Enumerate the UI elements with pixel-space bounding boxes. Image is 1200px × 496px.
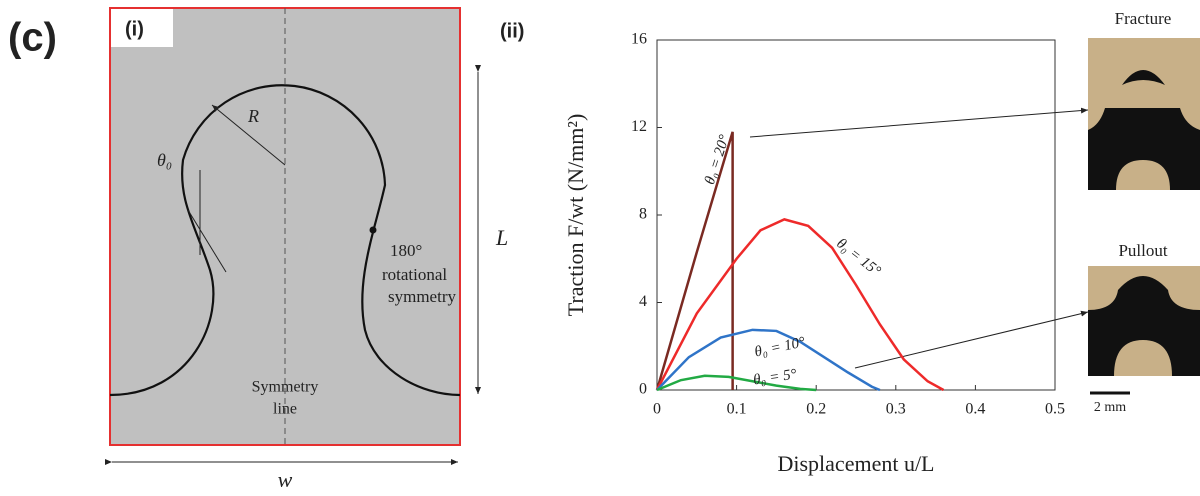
series-label: θ₀ = 15° <box>833 235 883 279</box>
y-tick-label: 16 <box>631 31 647 48</box>
width-label: w <box>278 467 293 492</box>
rotation-point <box>369 226 377 234</box>
x-axis-label: Displacement u/L <box>777 451 934 476</box>
pointer-arrow <box>854 310 1089 369</box>
symmetry-text: line <box>273 401 297 418</box>
symmetry-text: Symmetry <box>252 379 319 396</box>
x-tick-label: 0.3 <box>886 401 906 418</box>
x-tick-label: 0.2 <box>806 401 826 418</box>
panel-label: (c) <box>8 16 57 60</box>
angle-label: θ₀ <box>157 150 172 170</box>
series-line <box>656 374 817 392</box>
y-tick-label: 8 <box>639 206 647 223</box>
photo-shape <box>1088 70 1200 190</box>
x-tick-label: 0 <box>653 401 661 418</box>
rotation-text: rotational <box>382 265 447 284</box>
scale-label: 2 mm <box>1094 400 1126 415</box>
tangent-line <box>187 209 227 273</box>
y-tick-label: 4 <box>639 293 647 310</box>
series-label: θ₀ = 10° <box>753 334 806 360</box>
radius-arrow <box>211 104 286 166</box>
height-label: L <box>495 225 508 250</box>
series-line <box>656 328 881 392</box>
y-tick-label: 0 <box>639 381 647 398</box>
plot-frame <box>656 39 1056 391</box>
interface-curve <box>109 84 461 397</box>
photo-shape <box>1088 276 1200 376</box>
series-line <box>655 218 945 392</box>
photo-label: Pullout <box>1118 241 1167 260</box>
y-axis-label: Traction F/wt (N/mm²) <box>563 114 588 317</box>
chart-label: (ii) <box>500 20 524 42</box>
diagram-label: (i) <box>125 18 144 40</box>
label-box <box>111 9 173 47</box>
x-tick-label: 0.5 <box>1045 401 1065 418</box>
series-label: θ₀ = 5° <box>752 366 798 388</box>
radius-label: R <box>247 106 259 126</box>
photo-label: Fracture <box>1115 9 1172 28</box>
rotation-text: symmetry <box>388 287 456 306</box>
x-tick-label: 0.1 <box>727 401 747 418</box>
x-tick-label: 0.4 <box>965 401 985 418</box>
y-tick-label: 12 <box>631 118 647 135</box>
series-label: θ₀ = 20° <box>702 133 733 187</box>
rotation-angle: 180° <box>390 241 422 260</box>
series-line <box>655 131 734 391</box>
pointer-arrow <box>749 107 1089 138</box>
